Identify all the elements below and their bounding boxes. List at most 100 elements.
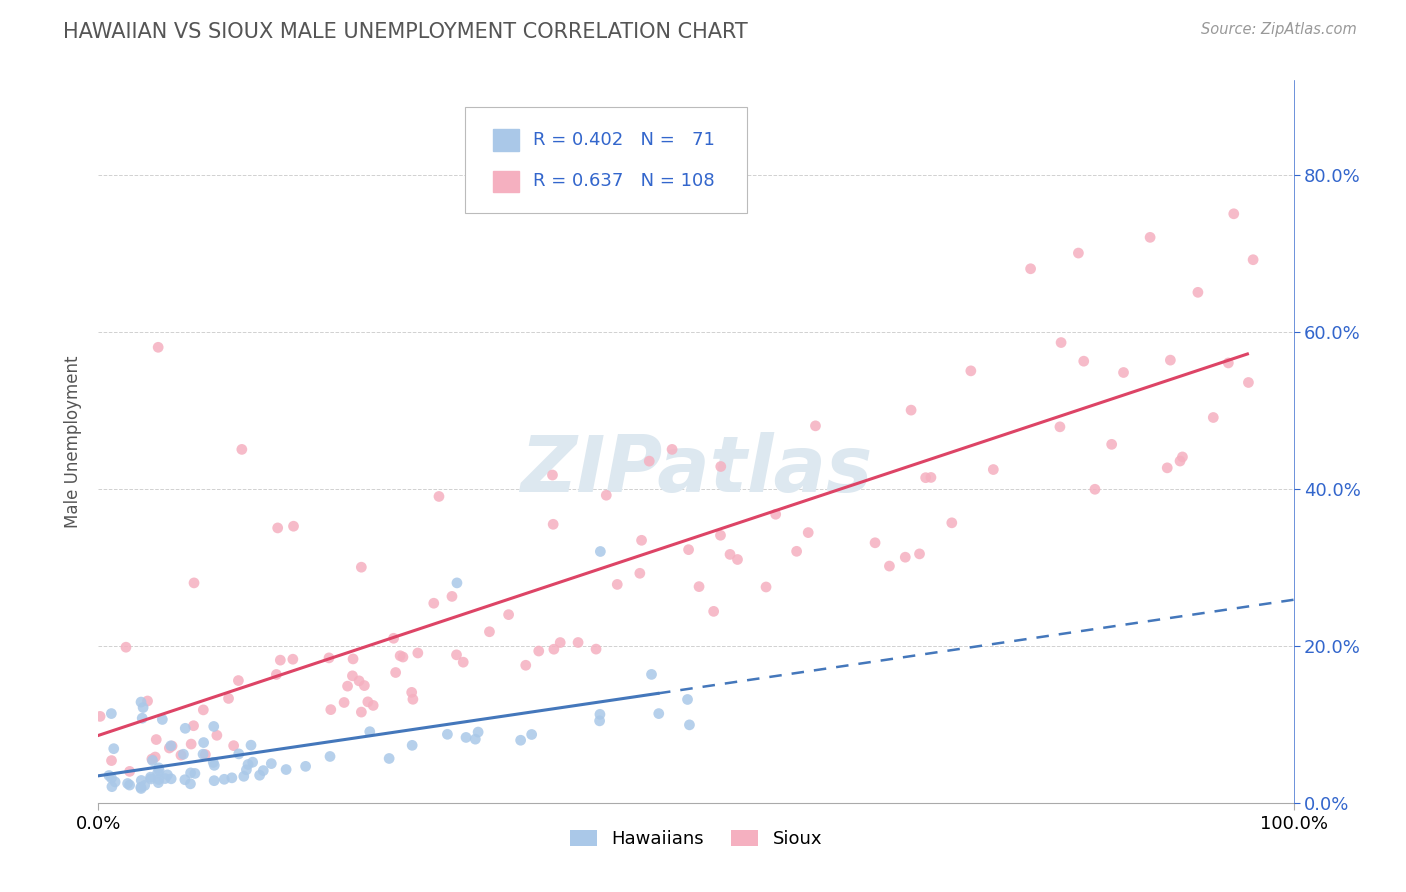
Point <box>446 648 468 662</box>
Point <box>173 772 195 787</box>
Point <box>703 604 725 618</box>
Point <box>606 577 628 591</box>
Point <box>378 751 401 765</box>
Point <box>454 731 477 745</box>
Point <box>194 747 217 762</box>
Point <box>141 752 163 766</box>
Point <box>319 749 342 764</box>
Point <box>894 550 917 565</box>
Point <box>191 747 214 762</box>
Point <box>260 756 283 771</box>
Text: ZIPatlas: ZIPatlas <box>520 433 872 508</box>
Point <box>446 575 468 590</box>
Point <box>648 706 671 721</box>
Point <box>131 711 153 725</box>
Point <box>797 525 820 540</box>
Point <box>630 533 652 548</box>
Point <box>129 781 152 796</box>
Point <box>1084 483 1107 497</box>
Point <box>981 462 1004 476</box>
Point <box>1049 420 1071 434</box>
Point <box>180 737 202 751</box>
Point <box>541 468 564 483</box>
Point <box>281 652 304 666</box>
Point <box>678 718 700 732</box>
Point <box>1050 335 1073 350</box>
Text: Source: ZipAtlas.com: Source: ZipAtlas.com <box>1201 22 1357 37</box>
Point <box>100 706 122 721</box>
Point <box>1159 353 1181 368</box>
Point <box>153 772 176 786</box>
Point <box>786 544 808 558</box>
Point <box>180 766 202 780</box>
Point <box>350 560 373 574</box>
Point <box>232 769 254 783</box>
Point <box>132 700 155 714</box>
Point <box>401 685 423 699</box>
Point <box>359 724 381 739</box>
Point <box>879 559 901 574</box>
Point <box>1067 246 1090 260</box>
Point <box>451 655 474 669</box>
Point <box>676 692 699 706</box>
Point <box>222 739 245 753</box>
Point <box>1101 437 1123 451</box>
Point <box>467 725 489 739</box>
Point <box>718 548 741 562</box>
Point <box>174 722 197 736</box>
Point <box>688 580 710 594</box>
Point <box>139 772 162 786</box>
Text: R = 0.402   N =   71: R = 0.402 N = 71 <box>533 131 716 149</box>
Point <box>134 779 156 793</box>
Point <box>202 758 225 772</box>
Point <box>1223 207 1246 221</box>
Point <box>589 707 612 722</box>
Point <box>595 488 617 502</box>
Point <box>900 403 922 417</box>
Point <box>333 696 356 710</box>
Point <box>240 738 263 752</box>
Point <box>436 727 458 741</box>
Point <box>231 442 253 457</box>
Point <box>212 772 235 787</box>
Point <box>183 575 205 590</box>
Point <box>115 640 138 655</box>
Point <box>567 635 589 649</box>
Point <box>136 694 159 708</box>
Point <box>157 741 180 756</box>
Point <box>1241 252 1264 267</box>
Point <box>143 750 166 764</box>
Point <box>1218 356 1240 370</box>
Point <box>440 590 463 604</box>
Point <box>150 713 173 727</box>
Point <box>585 642 607 657</box>
Legend: Hawaiians, Sioux: Hawaiians, Sioux <box>562 822 830 855</box>
Point <box>520 727 543 741</box>
Point <box>543 642 565 657</box>
Point <box>727 552 749 566</box>
Point <box>541 517 564 532</box>
Point <box>427 490 450 504</box>
Point <box>1139 230 1161 244</box>
Point <box>392 650 415 665</box>
Point <box>228 673 250 688</box>
Point <box>101 780 124 794</box>
Text: HAWAIIAN VS SIOUX MALE UNEMPLOYMENT CORRELATION CHART: HAWAIIAN VS SIOUX MALE UNEMPLOYMENT CORR… <box>63 22 748 42</box>
Point <box>89 709 111 723</box>
Text: R = 0.637   N = 108: R = 0.637 N = 108 <box>533 172 716 190</box>
Point <box>202 719 225 733</box>
Point <box>129 773 152 788</box>
Point <box>172 747 194 762</box>
Point <box>104 775 127 789</box>
Point <box>960 364 983 378</box>
Point <box>141 754 163 768</box>
Point <box>478 624 501 639</box>
Point <box>347 673 370 688</box>
Point <box>202 773 225 788</box>
Point <box>160 772 183 786</box>
Point <box>908 547 931 561</box>
Point <box>148 775 170 789</box>
Point <box>98 768 121 782</box>
Point <box>139 770 162 784</box>
Point <box>269 653 291 667</box>
